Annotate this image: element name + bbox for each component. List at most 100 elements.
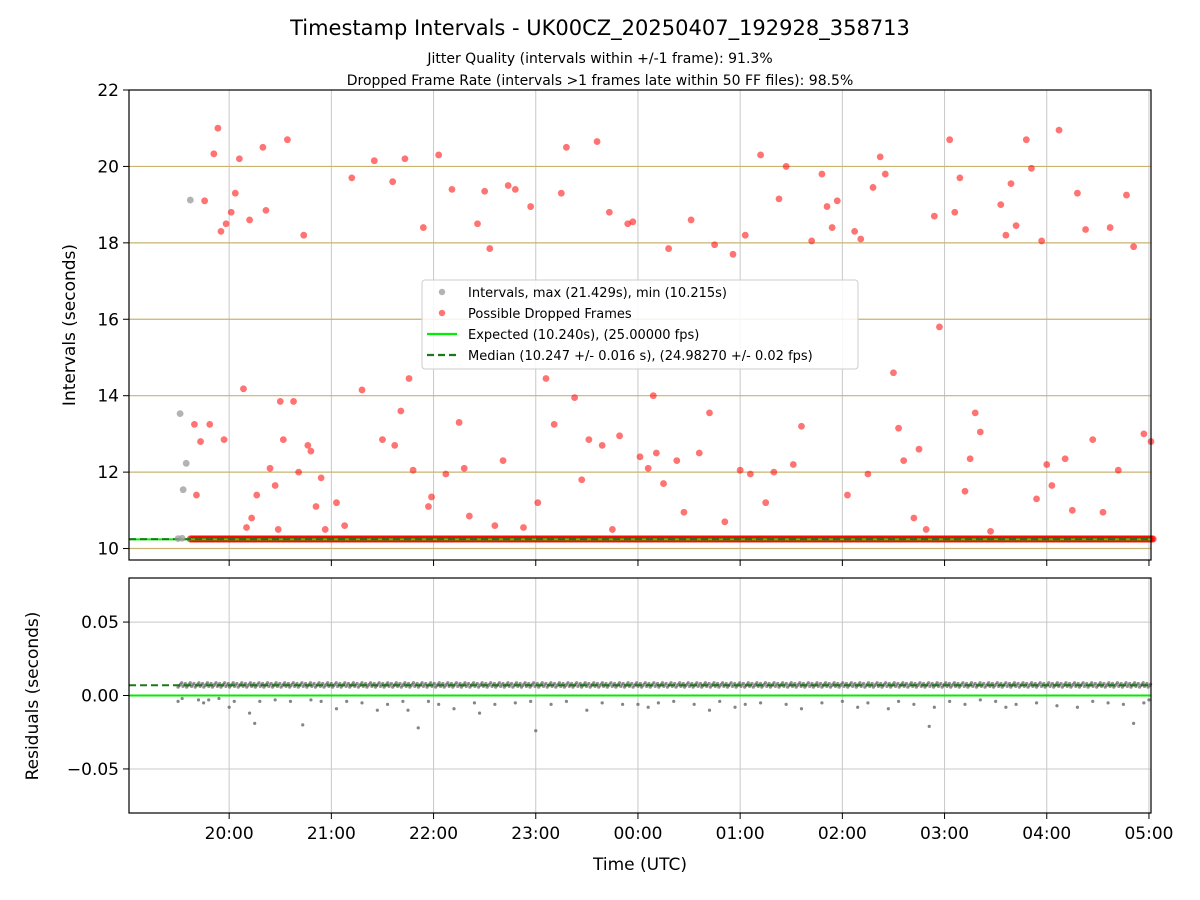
dropped-frame-point (660, 480, 667, 487)
residual-point (497, 681, 501, 685)
residual-point (718, 699, 722, 703)
residual-point (300, 681, 304, 685)
dropped-frame-point (687, 216, 695, 224)
residual-point (513, 701, 517, 705)
residual-point (994, 699, 998, 703)
dropped-frame-point (757, 151, 764, 159)
residual-point (377, 681, 381, 685)
residual-point (472, 701, 477, 705)
dropped-frame-point (419, 224, 427, 231)
residual-point (617, 681, 622, 685)
dropped-frame-point (276, 398, 284, 405)
residual-point (360, 681, 364, 685)
residual-point (784, 702, 788, 706)
interval-point (176, 410, 184, 418)
dropped-frame-point (550, 420, 558, 428)
top-y-tick-label: 18 (97, 234, 119, 254)
dropped-frame-point (680, 508, 688, 516)
residual-point (806, 681, 811, 685)
residual-point (288, 699, 293, 703)
residual-point (437, 702, 441, 706)
residual-point (660, 681, 665, 685)
dropped-frame-point (1055, 126, 1063, 134)
legend-label-dropped: Possible Dropped Frames (468, 307, 632, 322)
legend-label-intervals: Intervals, max (21.429s), min (10.215s) (468, 286, 727, 301)
top-y-tick-label: 10 (97, 540, 119, 560)
dropped-frame-point (491, 522, 499, 530)
dropped-frame-point (295, 468, 303, 476)
bottom-y-tick-label: 0.00 (81, 687, 119, 707)
dropped-frame-point (649, 392, 657, 400)
residual-point (432, 681, 436, 686)
bottom-panel-marks (129, 681, 1153, 733)
residual-point (1090, 681, 1094, 685)
residual-point (549, 702, 553, 706)
dropped-frame-point (578, 476, 586, 484)
dropped-frame-point (391, 441, 399, 449)
residual-point (741, 681, 746, 686)
chart-title: Timestamp Intervals - UK00CZ_20250407_19… (289, 16, 910, 41)
residual-point (446, 681, 450, 685)
residual-point (707, 708, 712, 712)
residual-point (978, 681, 982, 685)
residual-point (196, 698, 201, 702)
legend-marker-intervals (438, 288, 446, 296)
dropped-frame-point (1140, 430, 1148, 438)
top-y-tick-label: 16 (97, 310, 119, 330)
residual-point (1132, 721, 1136, 726)
residual-point (609, 681, 613, 685)
dropped-frame-point (1123, 191, 1130, 199)
residual-point (416, 726, 420, 730)
residual-point (963, 702, 967, 706)
residual-point (309, 698, 313, 702)
dropped-frame-point (775, 195, 783, 203)
dropped-frame-point (851, 227, 859, 235)
dropped-frame-point (823, 203, 831, 210)
residual-point (1055, 704, 1059, 708)
residual-point (909, 681, 914, 685)
dropped-frame-point (593, 138, 601, 145)
top-panel-frame (128, 89, 1152, 561)
residual-point (798, 681, 802, 685)
dropped-frame-point (300, 231, 308, 239)
residual-point (477, 711, 482, 715)
residual-point (227, 705, 231, 709)
residual-point (763, 681, 768, 685)
dropped-frame-point (629, 218, 637, 226)
interval-point (182, 459, 190, 467)
dropped-frame-point (770, 468, 778, 476)
dropped-frame-point (857, 235, 865, 243)
residual-point (493, 702, 497, 706)
x-tick-label: 22:00 (409, 824, 458, 844)
residual-point (312, 681, 316, 686)
dropped-frame-point (1007, 180, 1015, 188)
residual-point (892, 681, 896, 685)
residual-point (1091, 699, 1095, 703)
residual-point (772, 681, 776, 685)
residual-point (862, 681, 866, 686)
residual-point (643, 681, 647, 685)
dropped-frame-point (706, 409, 713, 417)
residual-point (636, 702, 640, 706)
residual-point (1055, 681, 1059, 685)
residual-point (849, 681, 853, 685)
top-y-tick-label: 14 (97, 387, 119, 407)
residual-point (534, 729, 538, 733)
residual-point (678, 681, 682, 685)
dropped-frame-point (191, 420, 198, 428)
top-y-axis-label: Intervals (seconds) (60, 244, 80, 406)
residual-point (467, 681, 471, 686)
dropped-frame-point (284, 136, 291, 144)
residual-point (207, 698, 211, 702)
x-tick-label: 00:00 (613, 824, 662, 844)
dropped-frame-point (1022, 136, 1030, 144)
residual-point (912, 702, 916, 706)
residual-point (278, 681, 282, 686)
x-tick-label: 02:00 (818, 824, 867, 844)
residual-point (630, 681, 634, 686)
dropped-frame-point (379, 436, 386, 444)
residual-point (600, 701, 604, 705)
residual-point (1004, 705, 1008, 709)
residual-point (746, 681, 750, 685)
dropped-frame-point (389, 178, 397, 186)
